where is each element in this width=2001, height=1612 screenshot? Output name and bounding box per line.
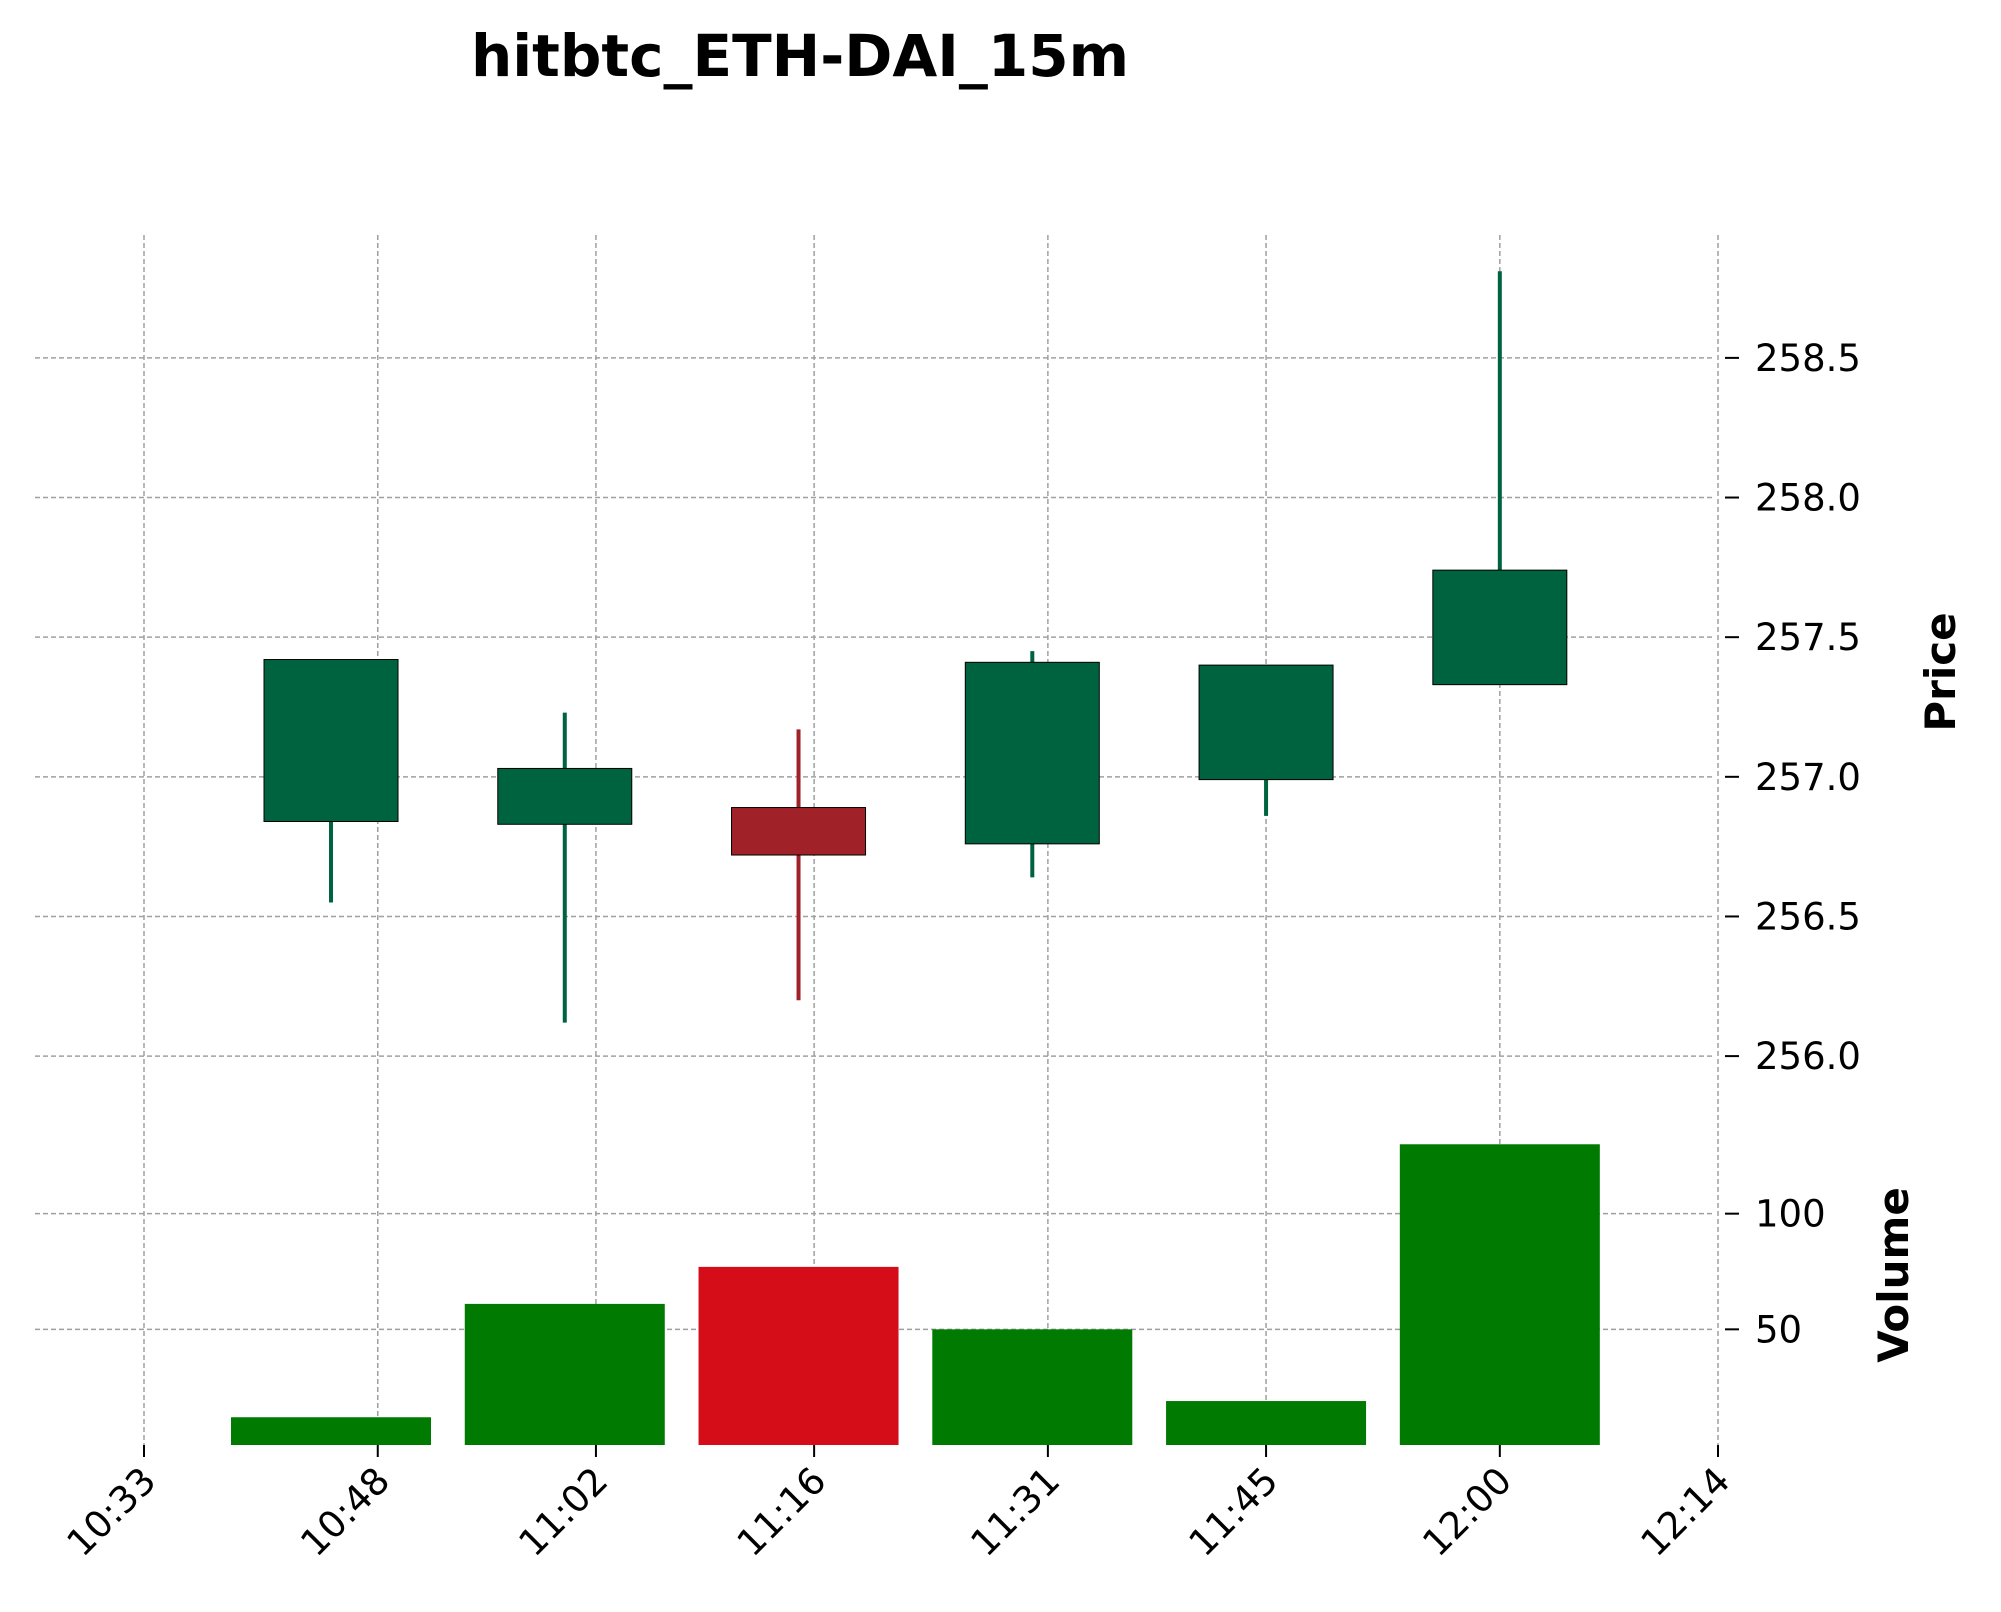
x-tick-label: 12:14: [1633, 1459, 1739, 1565]
price-axis-label: Price: [1916, 612, 1965, 731]
x-tick-label: 11:16: [729, 1459, 835, 1565]
candle-body: [731, 807, 867, 856]
volume-bar: [698, 1266, 899, 1445]
candle-body: [1198, 664, 1334, 781]
price-tick-label: 258.5: [1755, 337, 1861, 380]
x-tick-label: 12:00: [1414, 1459, 1520, 1565]
price-tick-label: 258.0: [1755, 477, 1861, 520]
candle-body: [263, 659, 399, 823]
volume-tick-label: 50: [1755, 1308, 1802, 1351]
x-tick-label: 10:48: [292, 1459, 398, 1565]
volume-bar: [932, 1329, 1133, 1445]
candle-body: [964, 661, 1100, 845]
volume-tick-label: 100: [1755, 1193, 1826, 1236]
volume-bar: [1166, 1401, 1367, 1445]
x-tick-label: 11:02: [510, 1459, 616, 1565]
price-tick-label: 256.0: [1755, 1035, 1861, 1078]
price-tick-label: 257.0: [1755, 756, 1861, 799]
x-tick-label: 11:45: [1181, 1459, 1287, 1565]
volume-bar: [231, 1417, 432, 1445]
candles: [263, 271, 1568, 1023]
price-tick-label: 256.5: [1755, 895, 1861, 938]
chart-title: hitbtc_ETH-DAI_15m: [470, 22, 1130, 90]
x-tick-label: 10:33: [59, 1459, 165, 1565]
volume-bar: [1399, 1144, 1600, 1445]
volume-bars: [231, 1144, 1600, 1445]
price-tick-label: 257.5: [1755, 616, 1861, 659]
x-tick-label: 11:31: [962, 1459, 1068, 1565]
candle-body: [1432, 569, 1568, 686]
volume-bar: [464, 1303, 665, 1445]
candle-body: [497, 767, 633, 825]
volume-axis-label: Volume: [1869, 1187, 1918, 1363]
